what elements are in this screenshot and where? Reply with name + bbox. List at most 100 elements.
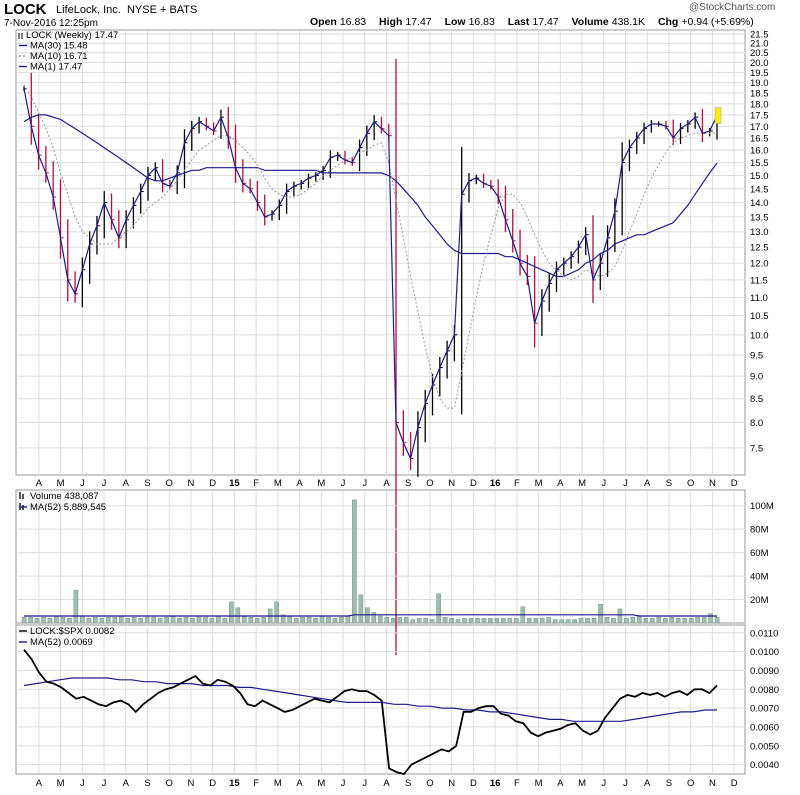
volume-bar [345, 615, 351, 624]
volume-bar [533, 618, 539, 624]
volume-bar [47, 618, 53, 624]
x-tick-label: F [514, 778, 520, 789]
x-tick-label: A [644, 478, 651, 489]
low-value: 16.83 [468, 16, 495, 28]
volume-bar [604, 616, 610, 624]
y-tick-label: 100M [750, 501, 774, 512]
volume-bar [222, 618, 228, 624]
x-tick-label: J [102, 778, 107, 789]
x-tick-label: M [317, 778, 325, 789]
x-tick-label: N [448, 778, 455, 789]
x-tick-label: M [578, 478, 586, 489]
volume-bar [306, 616, 312, 624]
volume-bar [313, 618, 318, 624]
x-tick-label: A [296, 778, 303, 789]
volume-bar [617, 608, 623, 624]
volume-bar [637, 615, 642, 624]
x-tick-label: M [57, 778, 65, 789]
x-tick-label: F [514, 478, 520, 489]
volume-bar [138, 618, 143, 624]
legend-entry: MA(1) 17.47 [30, 62, 82, 73]
x-tick-label: M [57, 478, 65, 489]
ticker-symbol: LOCK [4, 1, 47, 18]
volume-bar [41, 616, 46, 624]
volume-bar [300, 616, 305, 624]
volume-bar [99, 618, 105, 624]
x-tick-label: M [317, 478, 325, 489]
x-tick-label: A [36, 778, 43, 789]
volume-bar [125, 618, 131, 624]
volume-bar [164, 616, 169, 624]
volume-bar [526, 618, 532, 624]
company-exchange: LifeLock, Inc. NYSE + BATS [56, 4, 197, 16]
volume-bar [397, 616, 403, 624]
y-tick-label: 16.0 [750, 146, 769, 157]
y-tick-label: 17.5 [750, 110, 769, 121]
x-tick-label: M [535, 478, 543, 489]
volume-bar [93, 616, 98, 624]
y-tick-label: 8.5 [750, 394, 763, 405]
legend-entry: MA(52) 0.0069 [30, 637, 93, 648]
x-tick-label: A [296, 478, 303, 489]
x-tick-label: N [448, 478, 455, 489]
x-tick-label: J [601, 478, 606, 489]
volume-bar [261, 616, 267, 624]
x-tick-label: M [274, 478, 282, 489]
volume-bar [254, 618, 260, 624]
volume-bar [183, 616, 189, 624]
volume-bar [650, 618, 655, 624]
ma10-line [23, 84, 718, 409]
x-tick-label: N [188, 478, 195, 489]
volume-bar [572, 619, 577, 624]
volume-bar [209, 618, 215, 624]
volume-bar [229, 601, 234, 624]
volume-bar [203, 616, 208, 624]
y-tick-label: 0.0090 [750, 666, 779, 677]
legend-entry: MA(52) 5,889,545 [30, 502, 106, 513]
volume-bar [591, 618, 597, 624]
volume-bar [559, 619, 564, 624]
volume-bar [332, 618, 338, 624]
x-tick-label: J [623, 478, 628, 489]
x-tick-label: S [144, 478, 150, 489]
volume-bar [701, 616, 707, 624]
volume-bar [494, 618, 500, 624]
volume-bar [326, 616, 331, 624]
y-tick-label: 20.5 [750, 48, 769, 59]
x-tick-label: N [188, 778, 195, 789]
x-tick-label: J [80, 778, 85, 789]
y-tick-label: 11.0 [750, 293, 768, 304]
volume-bar [293, 618, 299, 624]
volume-bar [501, 618, 506, 624]
x-tick-label: F [253, 478, 259, 489]
x-tick-label: 16 [490, 478, 501, 489]
volume-bar [539, 618, 545, 624]
volume-bar [177, 618, 182, 624]
open-value: 16.83 [339, 16, 367, 28]
y-tick-label: 12.0 [750, 259, 769, 270]
y-tick-label: 10.0 [750, 330, 769, 341]
legend-entry: LOCK (Weekly) 17.47 [26, 30, 118, 41]
x-tick-label: J [362, 778, 367, 789]
volume-bar [280, 614, 286, 624]
x-tick-label: M [274, 778, 282, 789]
volume-bar [67, 618, 72, 624]
chg-value: +0.94 (+5.69%) [681, 16, 754, 28]
volume-bar [319, 615, 325, 624]
volume-bar [578, 618, 584, 624]
x-tick-label: F [253, 778, 259, 789]
y-tick-label: 21.5 [750, 30, 769, 41]
x-tick-label: O [687, 478, 694, 489]
volume-bar [105, 616, 111, 624]
x-tick-label: S [666, 478, 672, 489]
x-tick-label: A [383, 778, 390, 789]
high-label: High [379, 16, 403, 28]
volume-bar [675, 618, 681, 624]
volume-bar [624, 618, 629, 624]
company-name: LifeLock, Inc. [56, 4, 121, 16]
y-tick-label: 0.0110 [750, 628, 778, 639]
volume-bar [378, 615, 383, 624]
volume-bar [488, 618, 493, 624]
x-tick-label: O [426, 478, 433, 489]
